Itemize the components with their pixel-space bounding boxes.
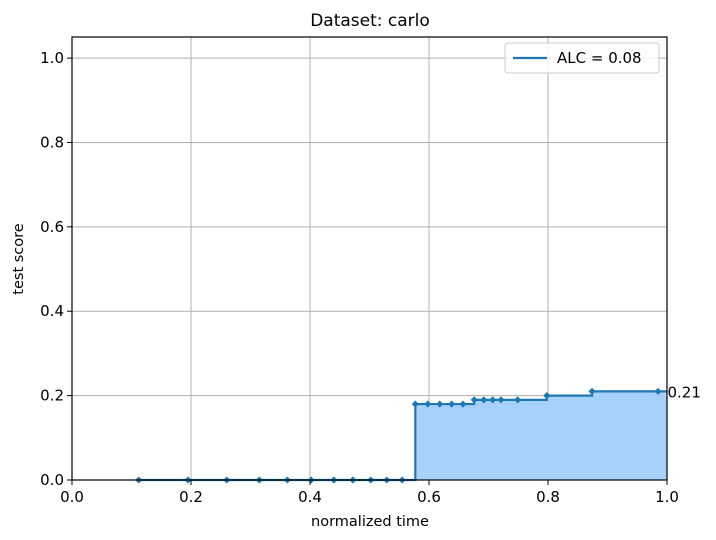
data-point [411,400,419,408]
x-tick-label: 0.4 [298,488,322,506]
data-point [654,387,662,396]
data-point [459,400,467,408]
x-tick-label: 1.0 [655,488,679,506]
legend-label: ALC = 0.08 [557,49,642,67]
chart-title: Dataset: carlo [310,11,430,31]
y-tick-label: 1.0 [40,49,64,67]
y-tick-label: 0.2 [40,387,64,405]
axes: 0.0 0.2 0.4 0.6 0.8 1.0 0.0 0.2 0.4 0.6 0.8 1.0 [40,36,679,506]
y-tick-label: 0.8 [40,133,64,151]
x-tick-label: 0.6 [417,488,441,506]
legend-box [504,42,660,74]
data-point [480,396,488,404]
data-point [447,400,456,408]
axes-frame [71,36,668,481]
x-tick-label: 0.8 [536,488,560,506]
data-point [497,396,505,404]
data-point [424,400,432,408]
annotation-label: 0.21 [668,383,701,401]
y-tick-label: 0.6 [40,218,64,236]
data-point [489,396,497,404]
area-fill [138,391,667,480]
data-point [543,391,551,400]
grid [71,37,668,481]
legend: ALC = 0.08 [504,42,660,74]
data-point [514,396,522,404]
y-axis-label: test score [11,223,27,294]
x-tick-label: 0.2 [179,488,203,506]
data-point [588,387,596,396]
y-tick-label: 0.4 [40,302,64,320]
y-tick-label: 0.0 [40,471,64,489]
x-axis-label: normalized time [311,514,429,530]
data-point [470,396,478,404]
x-tick-label: 0.0 [60,488,84,506]
data-point [436,400,444,408]
